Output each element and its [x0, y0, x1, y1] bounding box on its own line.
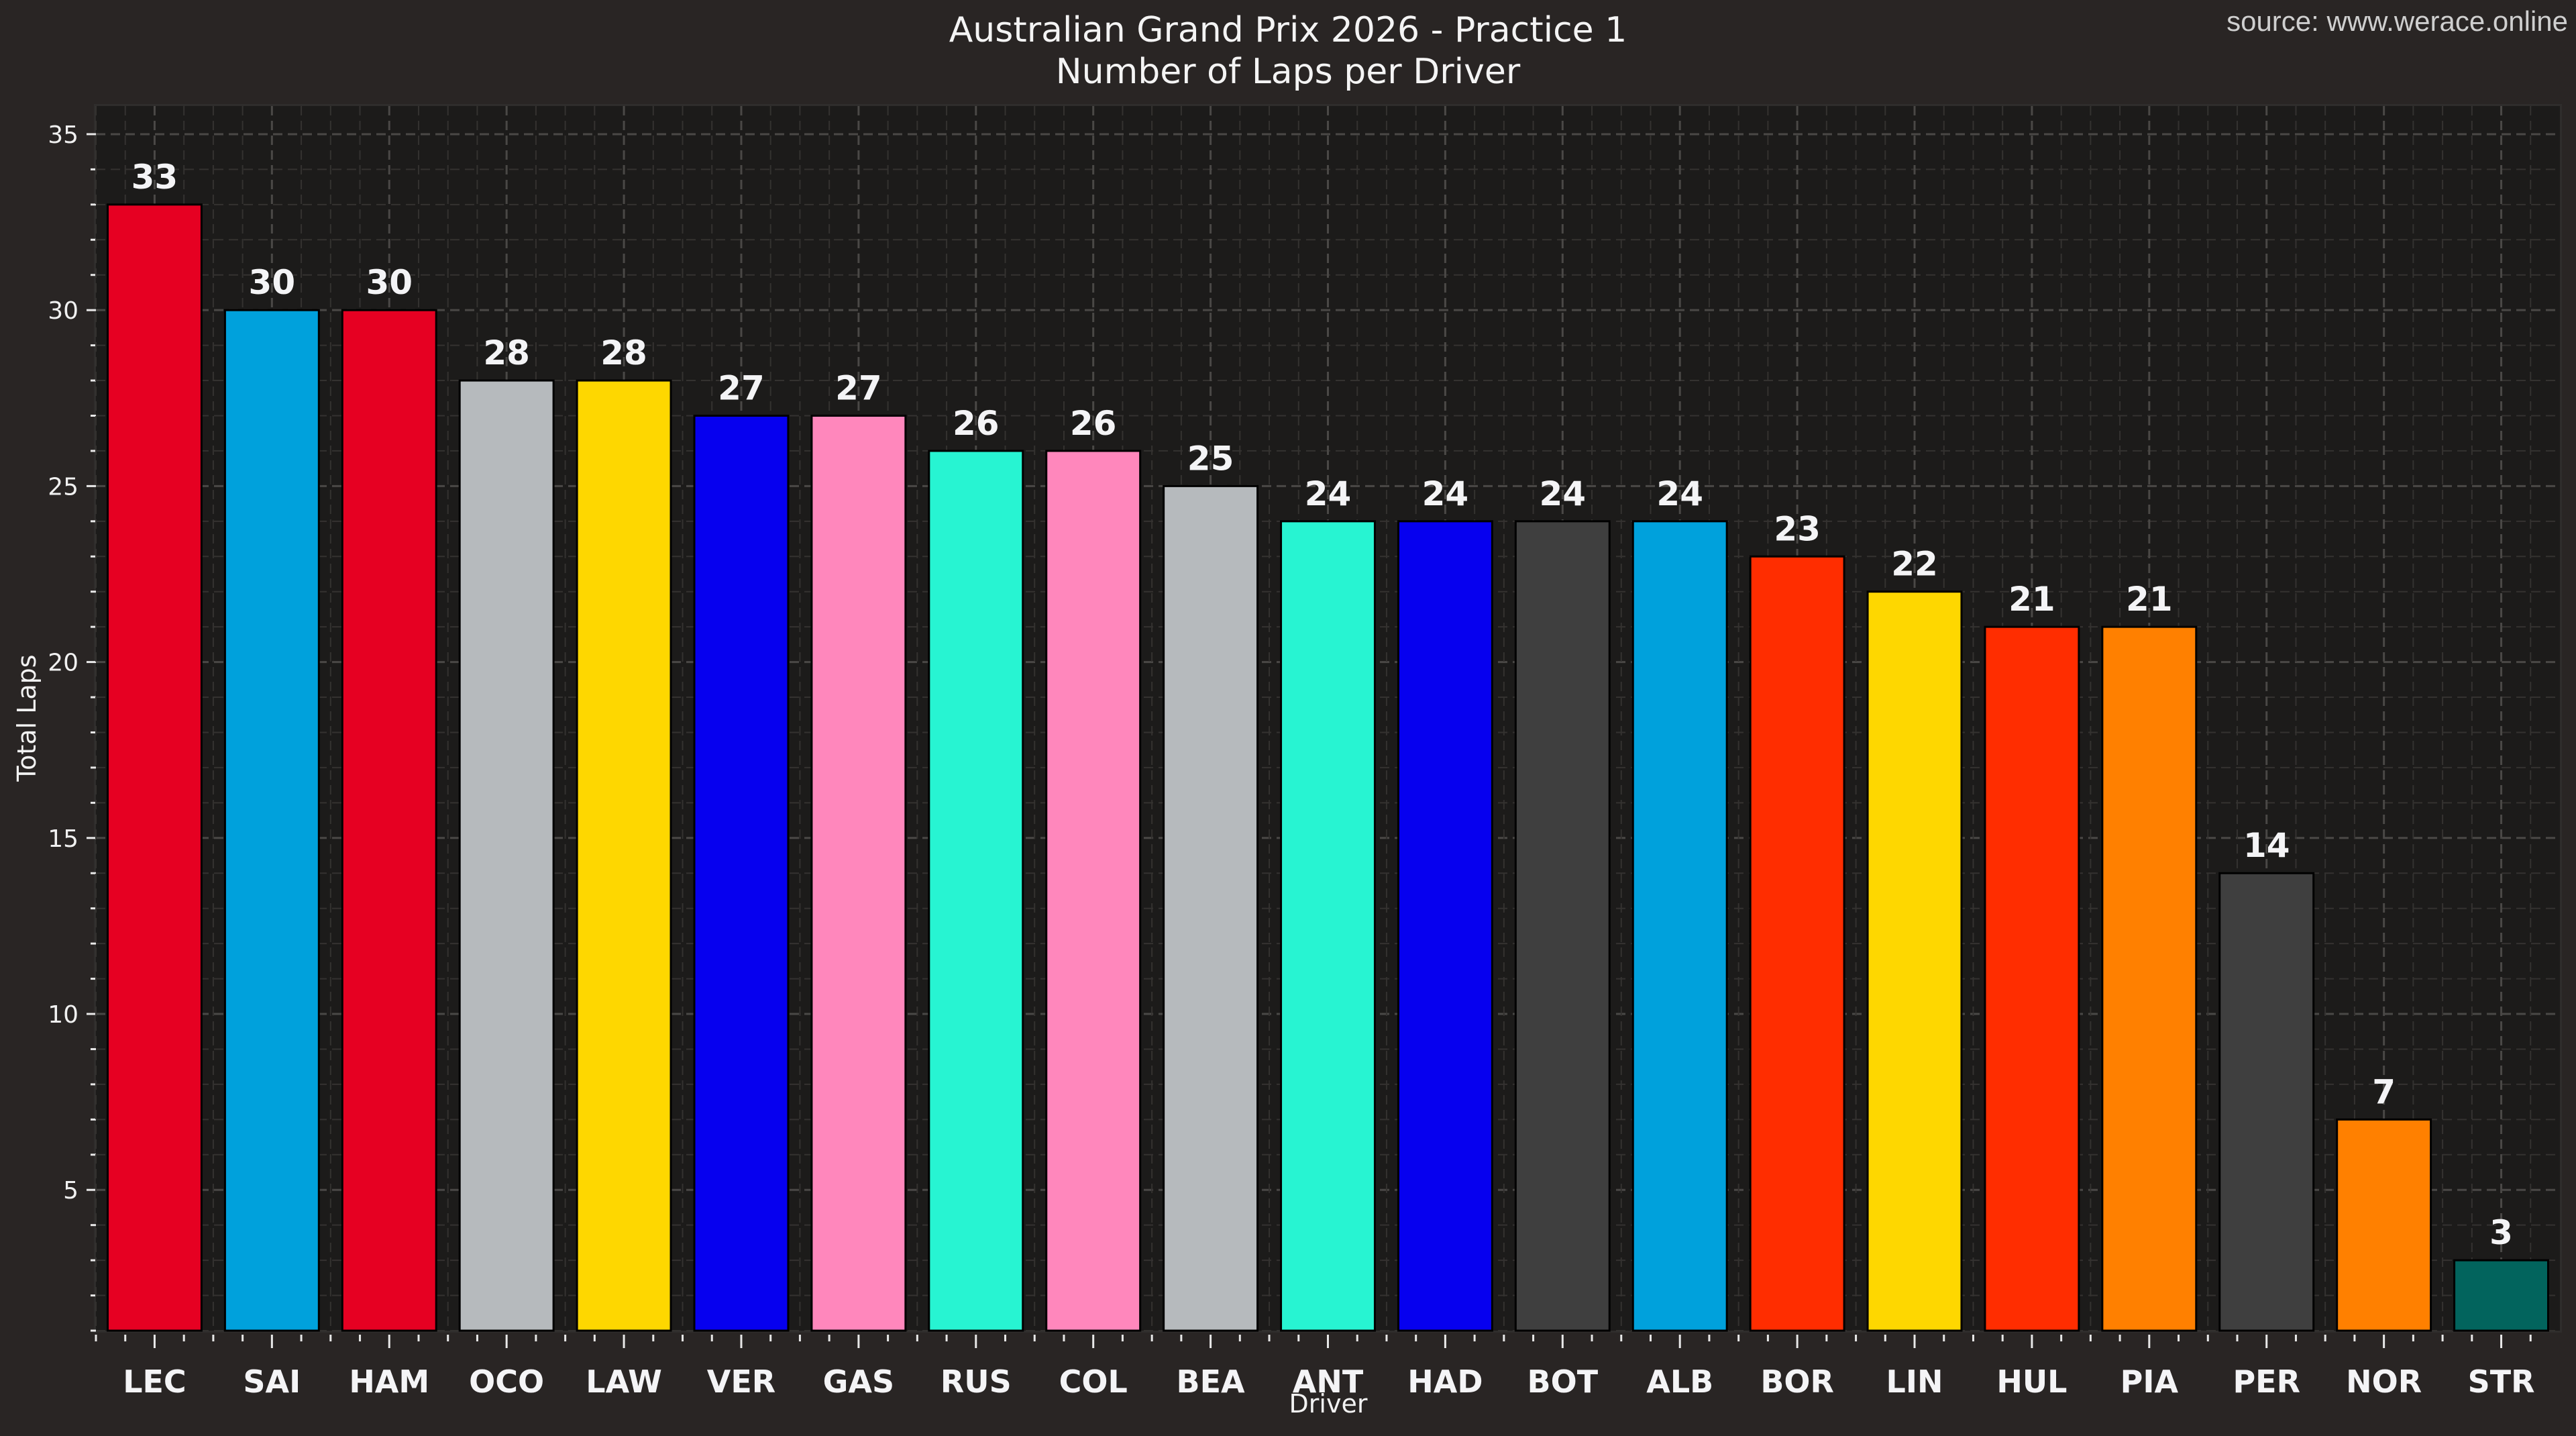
- bar-bor: [1749, 555, 1845, 1332]
- y-tick-label: 35: [48, 121, 78, 149]
- x-tick-label: BOR: [1760, 1364, 1834, 1400]
- bar-value-label: 30: [249, 263, 296, 302]
- x-tick-label: BOT: [1527, 1364, 1599, 1400]
- y-tick-label: 15: [48, 825, 78, 853]
- bar-value-label: 14: [2243, 826, 2290, 865]
- x-tick-label: BEA: [1177, 1364, 1245, 1400]
- bar-value-label: 26: [953, 404, 1000, 443]
- bar-had: [1397, 520, 1493, 1332]
- x-tick-label: VER: [707, 1364, 775, 1400]
- x-tick-label: LEC: [123, 1364, 186, 1400]
- bar-ver: [693, 414, 790, 1332]
- bar-alb: [1631, 520, 1728, 1332]
- bar-value-label: 7: [2372, 1072, 2396, 1111]
- bar-sai: [223, 309, 320, 1332]
- bar-value-label: 23: [1774, 509, 1821, 548]
- bar-hul: [1984, 625, 2080, 1332]
- x-tick-label: COL: [1059, 1364, 1128, 1400]
- bar-value-label: 25: [1187, 439, 1234, 478]
- bar-pia: [2101, 625, 2198, 1332]
- x-tick-label: PER: [2233, 1364, 2300, 1400]
- bar-value-label: 28: [600, 334, 647, 372]
- bar-ant: [1280, 520, 1376, 1332]
- bar-per: [2218, 872, 2315, 1332]
- bar-value-label: 24: [1656, 474, 1703, 513]
- bar-col: [1045, 450, 1142, 1332]
- bar-value-label: 21: [2126, 580, 2173, 619]
- x-tick-label: ANT: [1293, 1364, 1364, 1400]
- x-tick-label: PIA: [2121, 1364, 2179, 1400]
- bar-value-label: 24: [1422, 474, 1469, 513]
- bar-lec: [106, 203, 203, 1332]
- x-tick-label: SAI: [243, 1364, 301, 1400]
- bar-lin: [1866, 591, 1963, 1332]
- chart-title: Australian Grand Prix 2026 - Practice 1: [949, 10, 1627, 50]
- bar-value-label: 24: [1305, 474, 1352, 513]
- y-tick-label: 25: [48, 473, 78, 501]
- y-tick-label: 5: [63, 1177, 78, 1204]
- bar-bot: [1514, 520, 1611, 1332]
- bar-value-label: 21: [2008, 580, 2055, 619]
- bar-value-label: 33: [131, 158, 178, 197]
- bar-value-label: 27: [835, 368, 882, 407]
- bar-value-label: 22: [1891, 545, 1938, 584]
- y-tick-label: 10: [48, 1001, 78, 1029]
- bar-ham: [341, 309, 437, 1332]
- bar-bea: [1163, 484, 1259, 1332]
- x-tick-label: HAM: [349, 1364, 429, 1400]
- x-tick-label: STR: [2468, 1364, 2535, 1400]
- bar-gas: [810, 414, 907, 1332]
- x-tick-label: ALB: [1646, 1364, 1713, 1400]
- bar-rus: [928, 450, 1024, 1332]
- bar-law: [576, 379, 672, 1332]
- bar-str: [2453, 1259, 2550, 1332]
- x-tick-label: NOR: [2346, 1364, 2422, 1400]
- chart-subtitle: Number of Laps per Driver: [1055, 52, 1521, 92]
- x-tick-label: LIN: [1886, 1364, 1943, 1400]
- bar-nor: [2336, 1118, 2432, 1332]
- x-tick-label: LAW: [586, 1364, 662, 1400]
- bar-value-label: 30: [366, 263, 413, 302]
- x-tick-label: RUS: [941, 1364, 1012, 1400]
- bar-oco: [458, 379, 555, 1332]
- bar-value-label: 24: [1540, 474, 1587, 513]
- x-tick-label: HUL: [1996, 1364, 2067, 1400]
- x-axis-label: Driver: [1289, 1389, 1368, 1419]
- bar-value-label: 28: [483, 334, 530, 372]
- x-tick-label: OCO: [469, 1364, 544, 1400]
- bar-value-label: 3: [2489, 1213, 2513, 1252]
- y-tick-label: 30: [48, 297, 78, 325]
- bar-value-label: 26: [1070, 404, 1117, 443]
- x-tick-label: GAS: [823, 1364, 895, 1400]
- bar-value-label: 27: [718, 368, 765, 407]
- source-credit: source: www.werace.online: [2226, 5, 2568, 37]
- y-tick-label: 20: [48, 650, 78, 677]
- x-tick-label: HAD: [1407, 1364, 1483, 1400]
